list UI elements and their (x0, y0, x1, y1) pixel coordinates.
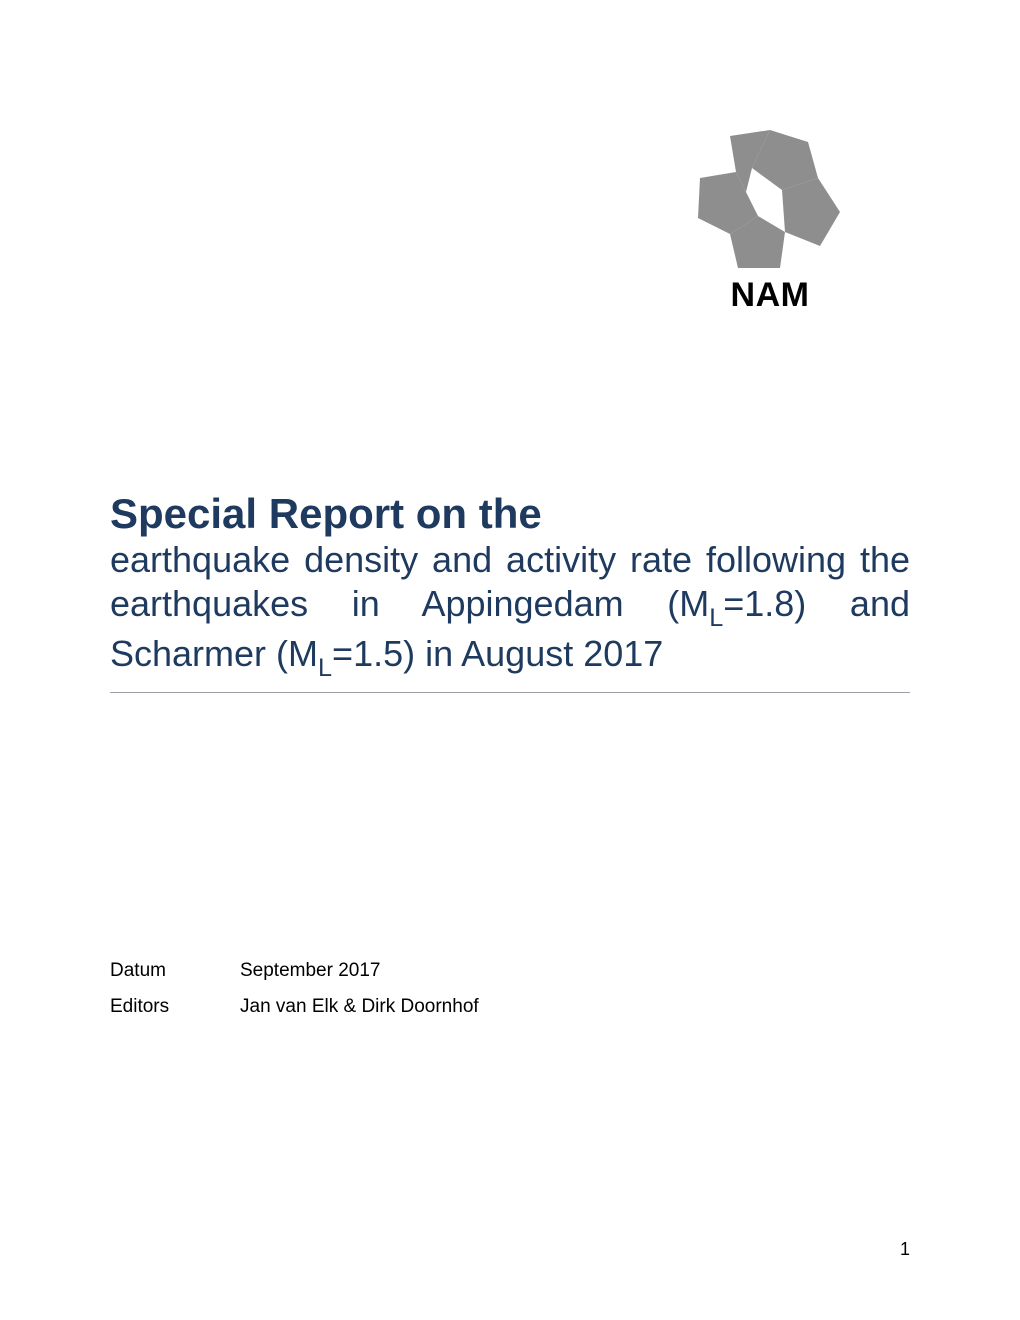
logo-block: NAM (690, 120, 850, 315)
title-bold: Special Report on the (110, 490, 910, 538)
meta-label-datum: Datum (110, 953, 240, 989)
page-number: 1 (900, 1239, 910, 1260)
title-divider (110, 692, 910, 693)
title-block: Special Report on the earthquake density… (110, 490, 910, 693)
subscript-2: L (318, 654, 332, 682)
meta-value-datum: September 2017 (240, 953, 910, 989)
meta-row: Datum September 2017 (110, 953, 910, 989)
meta-block: Datum September 2017 Editors Jan van Elk… (110, 953, 910, 1025)
logo-text: NAM (690, 276, 850, 315)
meta-row: Editors Jan van Elk & Dirk Doornhof (110, 989, 910, 1025)
nam-logo-icon (690, 120, 850, 270)
meta-value-editors: Jan van Elk & Dirk Doornhof (240, 989, 910, 1025)
page: NAM Special Report on the earthquake den… (0, 0, 1020, 1320)
subscript-1: L (709, 604, 723, 632)
meta-label-editors: Editors (110, 989, 240, 1025)
title-part-3: =1.5) in August 2017 (332, 633, 663, 674)
title-subtitle: earthquake density and activity rate fol… (110, 538, 910, 682)
